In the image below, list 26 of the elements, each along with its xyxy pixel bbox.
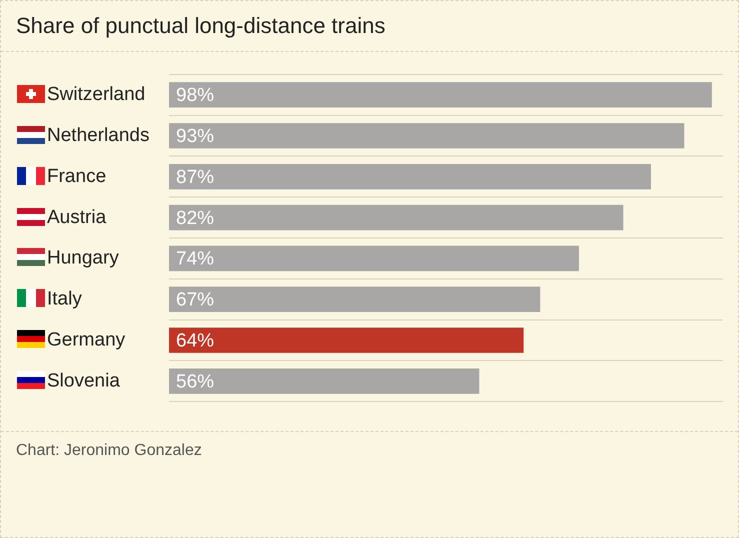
y-tick-label: Germany <box>47 329 126 350</box>
chart-title: Share of punctual long-distance trains <box>16 13 386 39</box>
data-label: 87% <box>176 166 214 188</box>
bar <box>169 164 651 190</box>
y-tick-label: Austria <box>47 206 107 228</box>
y-tick-label: Netherlands <box>47 124 150 146</box>
bar <box>169 286 540 312</box>
bar <box>169 246 579 272</box>
bar <box>169 328 524 353</box>
data-label: 93% <box>176 126 214 147</box>
data-label: 64% <box>176 330 214 352</box>
bar <box>169 123 684 148</box>
data-label: 74% <box>176 248 214 270</box>
y-tick-label: France <box>47 166 106 187</box>
bar <box>169 204 624 230</box>
bar <box>169 82 712 108</box>
y-tick-label: Switzerland <box>47 84 146 106</box>
data-label: 82% <box>176 208 214 229</box>
data-label: 98% <box>176 85 214 106</box>
y-tick-label: Italy <box>47 288 82 310</box>
bar <box>169 368 480 394</box>
data-label: 56% <box>176 371 214 392</box>
data-label: 67% <box>176 290 214 311</box>
y-tick-label: Hungary <box>47 248 120 269</box>
y-tick-label: Slovenia <box>47 370 120 392</box>
text: Chart: Jeronimo Gonzalez <box>16 442 202 460</box>
